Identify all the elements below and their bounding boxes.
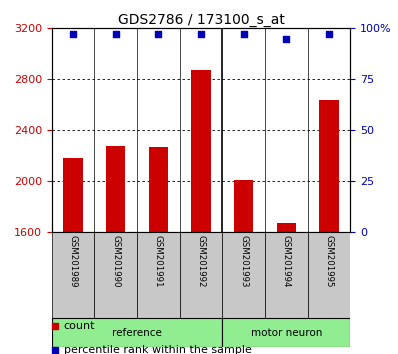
Bar	[137, 232, 179, 318]
Text: reference: reference	[112, 327, 162, 338]
Point	[70, 32, 76, 37]
Text: GSM201990: GSM201990	[111, 234, 120, 287]
Text: GSM201993: GSM201993	[239, 234, 248, 287]
Bar	[94, 232, 137, 318]
Text: motor neuron: motor neuron	[251, 327, 322, 338]
Text: GSM201994: GSM201994	[282, 234, 291, 287]
Bar	[319, 100, 339, 232]
Point	[283, 36, 289, 41]
Text: GSM201989: GSM201989	[68, 234, 78, 287]
Text: GSM201991: GSM201991	[154, 234, 163, 287]
Bar	[52, 232, 94, 318]
Bar	[52, 318, 222, 347]
Text: GSM201992: GSM201992	[197, 234, 205, 287]
Text: count: count	[64, 321, 95, 331]
Bar	[277, 223, 296, 232]
Point	[198, 32, 204, 37]
Point	[326, 32, 332, 37]
Bar	[63, 158, 83, 232]
Bar	[265, 232, 308, 318]
Title: GDS2786 / 173100_s_at: GDS2786 / 173100_s_at	[117, 13, 285, 27]
Text: percentile rank within the sample: percentile rank within the sample	[64, 345, 252, 354]
Bar	[179, 232, 222, 318]
Point	[113, 32, 119, 37]
Bar	[234, 180, 253, 232]
Point	[240, 32, 247, 37]
Bar	[191, 70, 211, 232]
Bar	[222, 232, 265, 318]
Bar	[106, 145, 125, 232]
Bar	[149, 147, 168, 232]
Point	[225, 291, 231, 297]
Point	[155, 32, 162, 37]
Point	[225, 79, 231, 85]
Bar	[222, 318, 350, 347]
Bar	[308, 232, 350, 318]
Text: GSM201995: GSM201995	[324, 234, 334, 287]
